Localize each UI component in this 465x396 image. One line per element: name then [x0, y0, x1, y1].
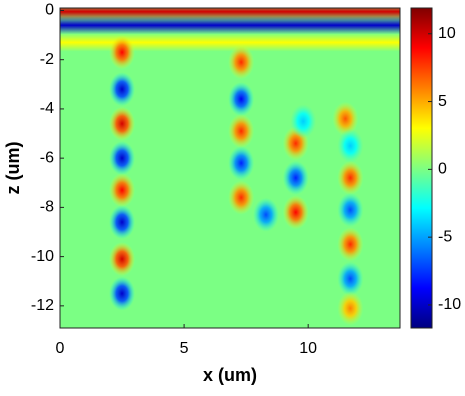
- field-peak: [252, 197, 279, 232]
- field-peak: [228, 146, 255, 181]
- y-tick-label: -4: [40, 100, 54, 117]
- field-peak: [337, 227, 364, 262]
- colorbar-tick-label: 0: [438, 161, 447, 178]
- x-tick-label: 0: [56, 340, 65, 357]
- y-tick-label: -2: [40, 51, 54, 68]
- field-peak: [228, 82, 255, 117]
- colorbar: [410, 7, 433, 329]
- field-peak: [109, 141, 136, 176]
- plot-frame: [59, 7, 401, 329]
- field-peak: [332, 101, 359, 136]
- y-tick-label: -8: [40, 199, 54, 216]
- field-peak: [109, 242, 136, 277]
- field-peak: [228, 180, 255, 215]
- field-peak: [109, 35, 136, 70]
- field-peak: [109, 72, 136, 107]
- field-peak: [109, 106, 136, 141]
- field-peak: [282, 195, 309, 230]
- y-tick-label: -10: [31, 248, 54, 265]
- field-peak: [337, 192, 364, 227]
- x-tick-label: 5: [180, 340, 189, 357]
- field-band: [60, 33, 400, 52]
- y-tick-label: -12: [31, 297, 54, 314]
- field-peak: [228, 114, 255, 149]
- colorbar-tick-label: -10: [438, 296, 461, 313]
- field-peak: [109, 205, 136, 240]
- field-peak: [282, 160, 309, 195]
- field-peak: [109, 173, 136, 208]
- field-peak: [337, 261, 364, 296]
- field-peak: [337, 128, 364, 163]
- y-tick-label: 0: [45, 2, 54, 19]
- colorbar-tick-label: 10: [438, 25, 456, 42]
- field-peak: [228, 45, 255, 80]
- colorbar-tick-label: 5: [438, 93, 447, 110]
- x-axis-label: x (um): [203, 365, 257, 385]
- field: [60, 8, 400, 326]
- y-tick-label: -6: [40, 149, 54, 166]
- colorbar-tick-label: -5: [438, 228, 452, 245]
- field-peak: [337, 291, 364, 326]
- field-peak: [290, 104, 317, 139]
- field-peak: [109, 276, 136, 311]
- y-axis-label: z (um): [3, 142, 23, 195]
- field-peak: [337, 160, 364, 195]
- x-tick-label: 10: [299, 340, 317, 357]
- field-band: [60, 16, 400, 35]
